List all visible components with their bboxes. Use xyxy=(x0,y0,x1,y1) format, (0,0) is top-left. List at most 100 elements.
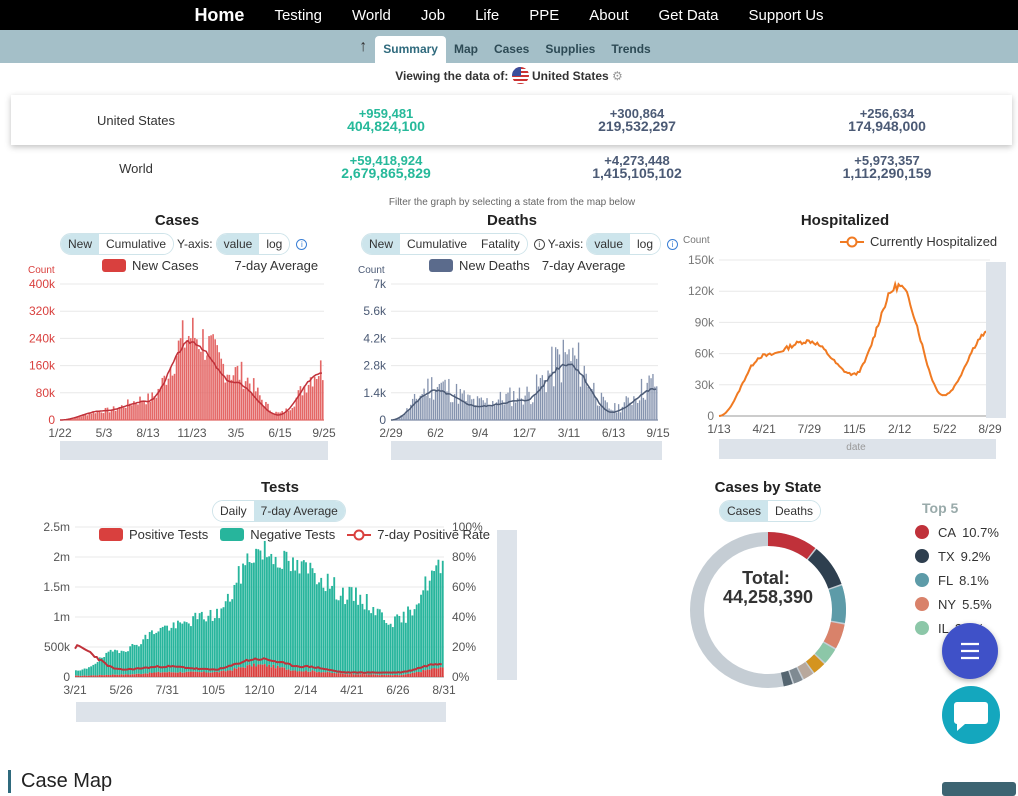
negative-tests-bar xyxy=(240,584,242,668)
tests-vertical-slider[interactable] xyxy=(497,530,517,680)
negative-tests-bar xyxy=(381,612,383,674)
negative-tests-bar xyxy=(346,600,348,674)
info-icon[interactable]: i xyxy=(296,239,307,250)
tab-trends[interactable]: Trends xyxy=(603,36,658,63)
negative-tests-bar xyxy=(160,628,162,673)
toggle-new[interactable]: New xyxy=(362,234,400,254)
nav-home[interactable]: Home xyxy=(179,5,259,26)
nav-life[interactable]: Life xyxy=(460,7,514,24)
top5-state: CA xyxy=(938,525,956,540)
toggle-cumulative[interactable]: Cumulative xyxy=(99,234,173,254)
arrow-up-icon[interactable]: ↑ xyxy=(359,38,367,56)
negative-tests-bar xyxy=(331,586,333,673)
positive-tests-bar xyxy=(388,675,390,677)
negative-tests-bar xyxy=(307,573,309,671)
toggle-new[interactable]: New xyxy=(61,234,99,254)
donut-slice[interactable] xyxy=(686,528,851,693)
positive-tests-bar xyxy=(329,672,331,677)
chat-button[interactable] xyxy=(942,686,1000,744)
total-value: 1,112,290,159 xyxy=(787,167,987,180)
hosp-vertical-slider[interactable] xyxy=(986,262,1006,418)
negative-tests-bar xyxy=(227,594,229,671)
new-cases-bar xyxy=(160,389,162,420)
new-deaths-bar xyxy=(412,399,413,420)
toggle-log[interactable]: log xyxy=(259,234,289,254)
toggle-deaths[interactable]: Deaths xyxy=(768,501,820,521)
new-cases-bar xyxy=(186,340,188,420)
new-deaths-bar xyxy=(563,340,564,420)
new-deaths-bar xyxy=(620,412,621,420)
new-cases-bar xyxy=(310,377,312,420)
negative-tests-bar xyxy=(379,609,381,675)
new-cases-bar xyxy=(176,356,178,420)
negative-tests-bar xyxy=(435,565,437,668)
donut-slice[interactable] xyxy=(686,528,851,693)
negative-tests-bar xyxy=(418,603,420,672)
toggle-cumulative[interactable]: Cumulative xyxy=(400,234,474,254)
toggle-fatality[interactable]: Fatality xyxy=(474,234,527,254)
new-cases-bar xyxy=(314,377,316,420)
cases-yaxis-toggle: value log xyxy=(216,233,291,255)
positive-tests-bar xyxy=(240,667,242,677)
negative-tests-bar xyxy=(162,627,164,673)
negative-tests-bar xyxy=(403,612,405,675)
tab-map[interactable]: Map xyxy=(446,36,486,63)
nav-about[interactable]: About xyxy=(574,7,643,24)
toggle-value[interactable]: value xyxy=(217,234,260,254)
positive-tests-bar xyxy=(190,672,192,677)
menu-button[interactable] xyxy=(942,623,998,679)
tab-cases[interactable]: Cases xyxy=(486,36,537,63)
donut-slice[interactable] xyxy=(686,528,851,693)
nav-ppe[interactable]: PPE xyxy=(514,7,574,24)
positive-tests-bar xyxy=(379,675,381,677)
negative-tests-bar xyxy=(325,591,327,672)
donut-slice[interactable] xyxy=(686,528,851,693)
deaths-zoom-slider[interactable] xyxy=(391,441,662,460)
info-icon[interactable]: i xyxy=(667,239,678,250)
new-cases-bar xyxy=(80,416,82,420)
nav-job[interactable]: Job xyxy=(406,7,460,24)
positive-tests-bar xyxy=(392,675,394,677)
positive-tests-bar xyxy=(431,668,433,677)
negative-tests-bar xyxy=(318,582,320,671)
negative-tests-bar xyxy=(411,615,413,672)
new-deaths-bar xyxy=(551,347,552,420)
negative-tests-bar xyxy=(351,587,353,674)
nav-get-data[interactable]: Get Data xyxy=(643,7,733,24)
donut-slice[interactable] xyxy=(686,528,851,693)
toggle-value[interactable]: value xyxy=(587,234,630,254)
negative-tests-bar xyxy=(377,609,379,675)
tab-summary[interactable]: Summary xyxy=(375,36,446,63)
case-map-button[interactable] xyxy=(942,782,1016,796)
negative-tests-bar xyxy=(416,605,418,672)
positive-tests-bar xyxy=(385,675,387,677)
new-cases-bar xyxy=(125,408,127,420)
new-deaths-bar xyxy=(557,349,558,420)
new-cases-bar xyxy=(188,336,190,420)
nav-world[interactable]: World xyxy=(337,7,406,24)
gear-icon[interactable]: ⚙ xyxy=(612,69,623,83)
y-tick-label: 0 xyxy=(379,413,386,427)
col3-cell: +5,973,357 1,112,290,159 xyxy=(787,154,987,180)
toggle-cases[interactable]: Cases xyxy=(720,501,768,521)
donut-slice[interactable] xyxy=(686,528,851,693)
tab-supplies[interactable]: Supplies xyxy=(537,36,603,63)
new-deaths-bar xyxy=(452,402,453,420)
x-tick-label: 11/23 xyxy=(177,426,206,440)
fatality-info-icon[interactable]: i xyxy=(534,239,545,250)
cases-zoom-slider[interactable] xyxy=(60,441,328,460)
nav-support-us[interactable]: Support Us xyxy=(734,7,839,24)
donut-slice[interactable] xyxy=(686,528,851,693)
toggle-log[interactable]: log xyxy=(630,234,660,254)
donut-slice[interactable] xyxy=(686,528,851,693)
new-cases-bar xyxy=(137,404,139,420)
new-cases-bar xyxy=(149,402,151,420)
cases-bars xyxy=(60,318,324,420)
nav-testing[interactable]: Testing xyxy=(259,7,337,24)
tests-zoom-slider[interactable] xyxy=(76,702,446,722)
